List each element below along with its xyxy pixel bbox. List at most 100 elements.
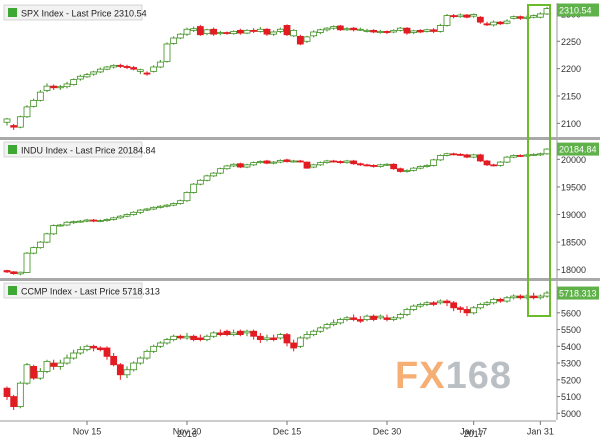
- x-tick-label: Jan 31: [527, 426, 554, 436]
- candle-body: [370, 164, 378, 167]
- candle-body: [123, 66, 131, 68]
- y-tick-label: 5600: [561, 308, 581, 318]
- candle-body: [396, 314, 404, 319]
- panel-divider: [0, 137, 600, 140]
- candle-body: [156, 61, 164, 68]
- candle-body: [310, 164, 318, 168]
- candle-body: [216, 332, 224, 335]
- candle-body: [470, 307, 478, 314]
- legend-swatch: [8, 286, 17, 295]
- candle-body: [410, 30, 418, 33]
- candle-body: [296, 35, 304, 45]
- candle-body: [496, 21, 504, 25]
- candle-body: [196, 26, 204, 36]
- candle-body: [436, 155, 444, 161]
- candle-body: [390, 29, 398, 33]
- candle-body: [396, 27, 404, 31]
- candle-body: [30, 366, 38, 379]
- candle-body: [70, 79, 78, 85]
- candle-body: [143, 72, 151, 75]
- candle-body: [176, 200, 184, 204]
- legend-background: [3, 4, 143, 21]
- candle-body: [490, 299, 498, 304]
- candle-body: [503, 297, 511, 302]
- candle-body: [170, 335, 178, 341]
- candle-body: [263, 337, 271, 341]
- candle-body: [203, 335, 211, 341]
- candle-body: [470, 14, 478, 17]
- candle-body: [356, 319, 364, 322]
- candle-body: [463, 14, 471, 18]
- candle-body: [530, 153, 538, 156]
- candle-body: [23, 252, 31, 273]
- candle-body: [210, 332, 218, 337]
- candle-body: [243, 330, 251, 334]
- last-price-tag: [557, 286, 599, 300]
- candle-body: [36, 371, 44, 379]
- candle-body: [343, 160, 351, 164]
- candle-body: [350, 317, 358, 320]
- candle-body: [263, 160, 271, 164]
- candle-body: [516, 155, 524, 157]
- candle-body: [403, 169, 411, 172]
- candle-body: [236, 330, 244, 335]
- legend-text: INDU Index - Last Price 20184.84: [21, 146, 156, 156]
- x-axis: Nov 15 Nov 30 Dec 15 Dec 30 Jan 17 Jan 31 2016…: [0, 420, 556, 439]
- x-tick-label: Dec 30: [373, 426, 402, 436]
- candle-body: [170, 37, 178, 44]
- candle-body: [56, 362, 64, 367]
- candle-body: [476, 154, 484, 162]
- candle-body: [203, 29, 211, 35]
- candle-body: [103, 347, 111, 357]
- candle-body: [110, 355, 118, 366]
- candle-body: [316, 162, 324, 166]
- candle-body: [350, 160, 358, 165]
- candle-body: [223, 330, 231, 335]
- candle-body: [443, 15, 451, 26]
- y-tick-label: 18500: [561, 238, 586, 248]
- candle-body: [43, 233, 51, 243]
- candle-body: [70, 352, 78, 359]
- fx168-watermark: FX168: [395, 355, 511, 397]
- candle-body: [450, 302, 458, 309]
- candle-body: [270, 337, 278, 341]
- candle-body: [370, 315, 378, 320]
- candle-body: [383, 163, 391, 166]
- candle-body: [450, 15, 458, 18]
- candle-body: [56, 224, 64, 227]
- candle-body: [90, 345, 98, 349]
- candle-body: [210, 28, 218, 35]
- candle-body: [203, 175, 211, 181]
- candle-body: [470, 154, 478, 158]
- candle-body: [350, 27, 358, 31]
- candle-body: [143, 208, 151, 211]
- candle-body: [36, 91, 44, 101]
- candle-body: [123, 214, 131, 217]
- candle-body: [283, 334, 291, 344]
- candle-body: [476, 16, 484, 23]
- candle-body: [436, 25, 444, 32]
- candle-body: [183, 28, 191, 35]
- candle-body: [176, 335, 184, 339]
- candle-body: [256, 335, 264, 341]
- candle-body: [376, 315, 384, 319]
- candle-body: [190, 335, 198, 341]
- y-tick-label: 5100: [561, 392, 581, 402]
- panel-legend: CCMP Index - Last Price 5718.313: [3, 282, 160, 299]
- candle-body: [296, 160, 304, 163]
- candle-body: [383, 317, 391, 320]
- candle-body: [36, 241, 44, 249]
- candle-body: [483, 23, 491, 26]
- candle-body: [303, 334, 311, 339]
- candle-body: [136, 357, 144, 364]
- y-tick-label: 5300: [561, 359, 581, 369]
- last-price-tag: [557, 3, 599, 17]
- candle-body: [223, 165, 231, 170]
- candle-body: [10, 271, 18, 274]
- candle-body: [163, 339, 171, 344]
- candle-body: [310, 31, 318, 37]
- y-tick-label: 18000: [561, 265, 586, 275]
- candle-body: [63, 221, 71, 226]
- candle-body: [136, 209, 144, 213]
